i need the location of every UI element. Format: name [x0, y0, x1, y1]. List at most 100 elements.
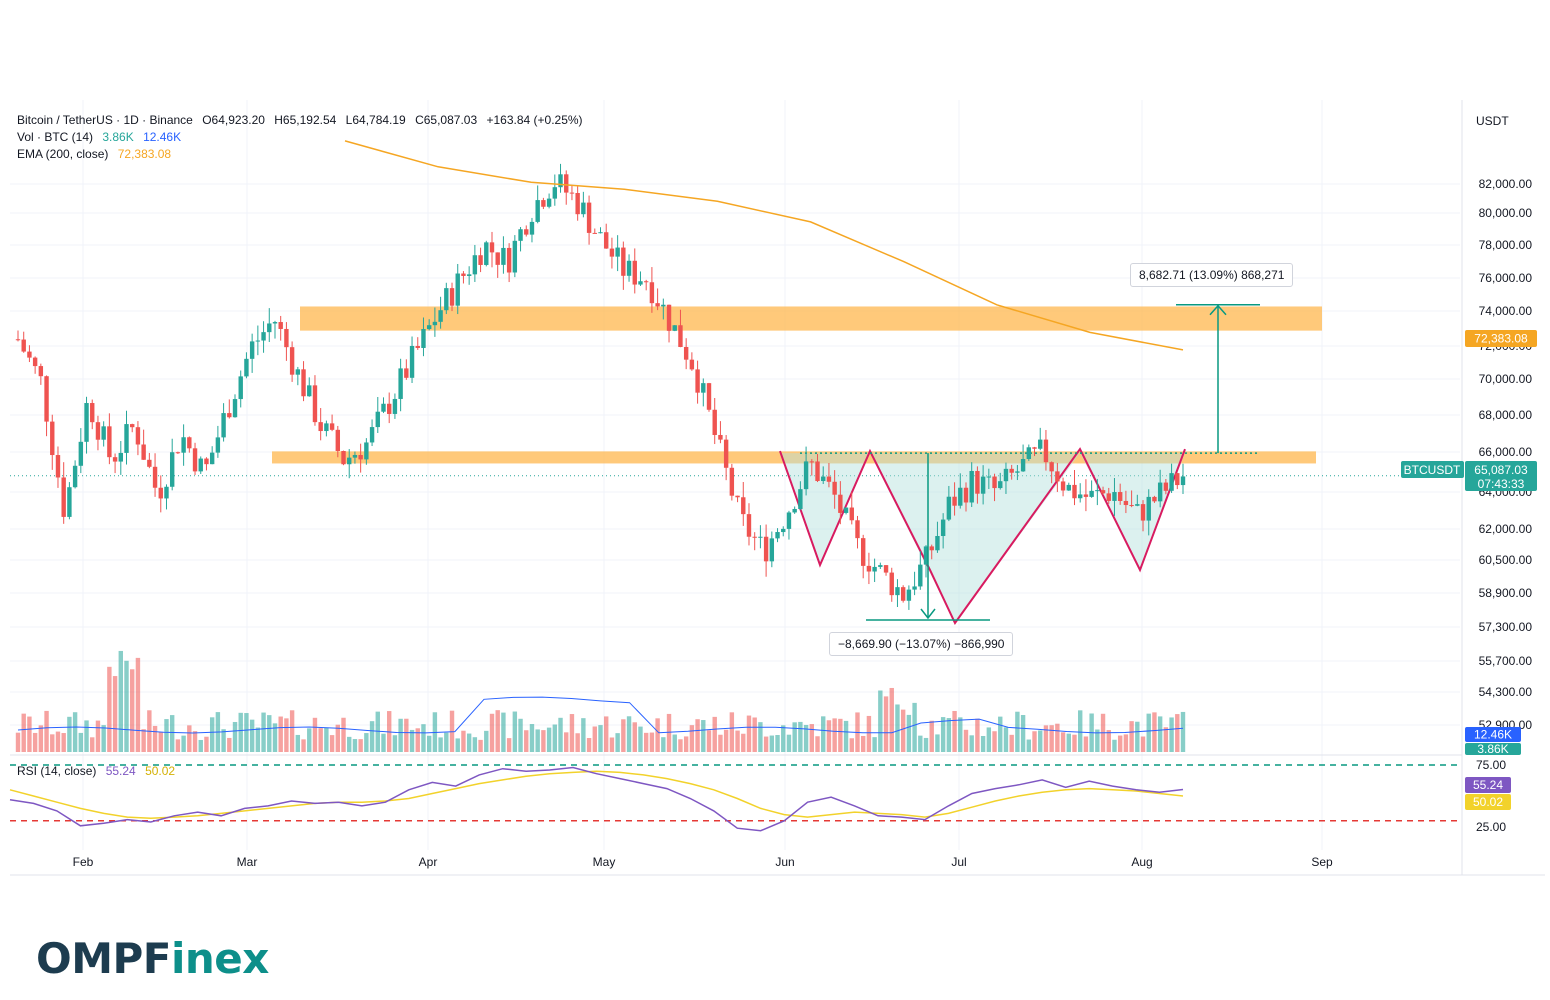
volume-bar: [609, 737, 615, 752]
volume-bar: [307, 728, 312, 752]
candle-body: [1078, 494, 1083, 499]
candle-body: [1066, 484, 1071, 491]
price-tick: 80,000.00: [1479, 206, 1533, 220]
candle-body: [387, 403, 392, 414]
volume-bar: [998, 716, 1003, 752]
volume-bar: [986, 727, 992, 752]
candle-body: [307, 385, 312, 397]
candle-body: [204, 458, 209, 465]
volume-bars: [15, 650, 1186, 752]
candle-body: [872, 566, 877, 572]
price-tick: 66,000.00: [1479, 445, 1533, 459]
candle-body: [638, 281, 643, 285]
volume-bar: [569, 714, 575, 752]
volume-bar: [164, 719, 169, 752]
volume-bar: [444, 732, 449, 752]
candle-body: [609, 248, 615, 257]
candle-body: [535, 200, 540, 222]
volume-bar: [552, 724, 558, 752]
candle-body: [866, 565, 872, 572]
price-tag-box-bg: [1465, 461, 1537, 491]
candle-body: [112, 457, 118, 462]
volume-bar: [1032, 731, 1037, 752]
candle-body: [940, 519, 946, 537]
candle-body: [267, 323, 272, 333]
volume-bar: [586, 737, 592, 752]
candle-body: [975, 470, 980, 494]
up-target-label: 8,682.71 (13.09%) 868,271: [1130, 263, 1294, 287]
volume-bar: [946, 718, 952, 752]
candle-body: [15, 339, 21, 341]
volume-bar: [826, 720, 832, 752]
volume-bar: [78, 732, 84, 752]
ema-label: EMA (200, close): [17, 147, 109, 161]
volume-bar: [1049, 725, 1054, 752]
candle-body: [255, 340, 261, 342]
candle-body: [1026, 447, 1032, 459]
candle-body: [529, 221, 535, 235]
volume-bar: [912, 702, 917, 752]
candle-body: [729, 467, 735, 496]
volume-bar: [535, 729, 540, 752]
volume-bar: [661, 737, 666, 752]
volume-bar: [900, 709, 906, 752]
candle-body: [444, 288, 449, 311]
volume-bar: [895, 704, 900, 752]
rsi-ma-tag-bg: [1465, 794, 1511, 810]
volume-bar: [1083, 736, 1089, 752]
price-chart[interactable]: 82,000.00 80,000.00 78,000.00 76,000.00 74,0…: [0, 0, 1550, 880]
candle-body: [261, 332, 266, 341]
candle-body: [381, 403, 386, 412]
volume-bar: [1055, 723, 1060, 752]
candle-body: [1123, 500, 1129, 506]
candle-body: [158, 487, 163, 499]
measure-arrows: [866, 304, 1260, 621]
volume-bar: [592, 726, 597, 752]
volume-bar: [175, 739, 181, 752]
volume-bar: [27, 716, 32, 752]
candle-body: [164, 486, 169, 499]
target-arrow-head: [1209, 304, 1227, 316]
candle-body: [1140, 504, 1146, 521]
volume-bar: [809, 724, 814, 752]
rsi-legend: RSI (14, close) 55.24 50.02: [17, 764, 181, 778]
candle-body: [392, 398, 398, 414]
volume-bar: [1038, 730, 1043, 752]
volume-bar: [929, 720, 934, 752]
volume-bar: [1106, 730, 1111, 752]
candle-body: [152, 466, 158, 488]
candle-body: [998, 481, 1003, 489]
candle-body: [986, 476, 992, 478]
candle-body: [769, 538, 775, 562]
volume-bar: [1078, 710, 1083, 752]
price-tag: 65,087.03: [1474, 463, 1528, 477]
ohlc-high: H65,192.54: [274, 113, 337, 127]
candle-body: [883, 565, 889, 573]
candle-body: [84, 403, 89, 442]
candle-body: [215, 437, 221, 453]
volume-ma-line: [17, 696, 1184, 734]
volume-bar: [32, 732, 38, 752]
volume-bar: [689, 725, 695, 752]
candle-body: [461, 273, 466, 276]
volume-bar: [118, 650, 123, 752]
candle-body: [209, 452, 215, 465]
candle-body: [192, 448, 198, 472]
rsi-ma-line: [9, 770, 1184, 820]
depth-arrow-head: [920, 608, 936, 620]
volume-bar: [478, 739, 483, 752]
candle-body: [809, 461, 814, 463]
volume-bar: [227, 737, 232, 752]
volume-bar: [1140, 736, 1146, 752]
volume-bar: [775, 735, 780, 752]
candle-body: [301, 369, 306, 397]
volume-bar: [975, 718, 980, 752]
candle-body: [952, 496, 957, 506]
candle-body: [518, 229, 523, 241]
candle-body: [723, 439, 729, 468]
candle-body: [415, 345, 420, 348]
pattern-fill: [780, 453, 1185, 623]
candle-body: [803, 461, 809, 490]
ohlc-low: L64,784.19: [345, 113, 406, 127]
candle-body: [763, 536, 769, 562]
